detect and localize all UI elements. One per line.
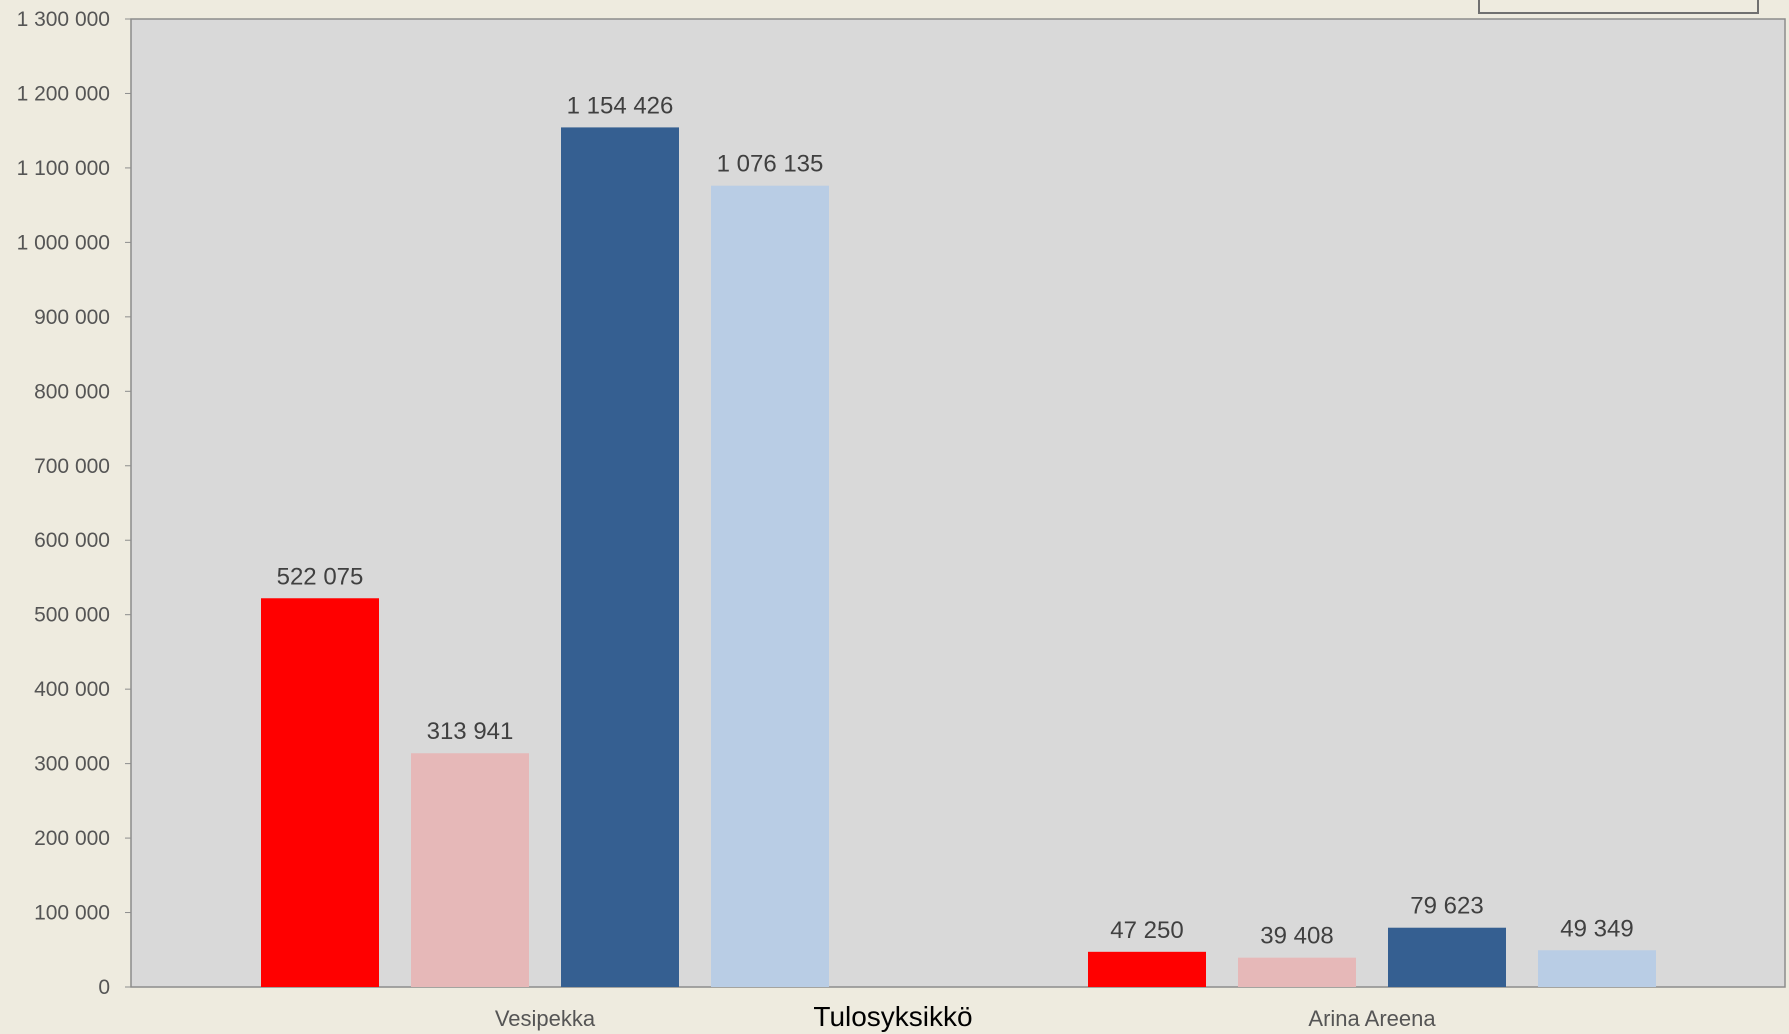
y-tick-label: 800 000 [34, 380, 110, 403]
plot-area [130, 18, 1786, 988]
y-tick-label: 1 000 000 [17, 231, 110, 254]
y-tick-label: 500 000 [34, 604, 110, 627]
data-label: 313 941 [427, 718, 514, 745]
y-tick-label: 700 000 [34, 455, 110, 478]
y-tick-label: 1 200 000 [17, 82, 110, 105]
data-label: 47 250 [1110, 917, 1183, 944]
x-axis-title: Tulosyksikkö [813, 1001, 972, 1032]
data-label: 1 154 426 [567, 92, 674, 119]
data-label: 1 076 135 [717, 151, 824, 178]
data-label: 49 349 [1560, 915, 1633, 942]
data-label: 522 075 [277, 563, 364, 590]
bar [561, 127, 679, 988]
y-tick-label: 600 000 [34, 529, 110, 552]
y-axis: 0 100 000 200 000 300 000 400 000 500 000 600 … [17, 8, 131, 999]
y-tick-label: 200 000 [34, 827, 110, 850]
legend-box [1478, 0, 1759, 14]
x-tick-label: Arina Areena [1308, 1006, 1436, 1031]
bar [1538, 950, 1656, 987]
y-tick-label: 100 000 [34, 902, 110, 925]
y-tick-label: 300 000 [34, 753, 110, 776]
y-tick-label: 0 [98, 976, 110, 999]
bar [261, 598, 379, 987]
bar [411, 753, 529, 987]
y-tick-label: 400 000 [34, 678, 110, 701]
x-axis: Vesipekka Arina Areena [495, 1006, 1437, 1031]
y-tick-label: 900 000 [34, 306, 110, 329]
bar [711, 185, 829, 987]
bar [1088, 951, 1206, 987]
data-label: 79 623 [1410, 893, 1483, 920]
bars: 522 075 313 941 1 154 426 1 076 135 47 250 39… [261, 92, 1656, 988]
bar [1388, 927, 1506, 987]
y-tick-label: 1 300 000 [17, 8, 110, 31]
data-label: 39 408 [1260, 923, 1333, 950]
bar [1238, 957, 1356, 987]
y-tick-label: 1 100 000 [17, 157, 110, 180]
x-tick-label: Vesipekka [495, 1006, 596, 1031]
